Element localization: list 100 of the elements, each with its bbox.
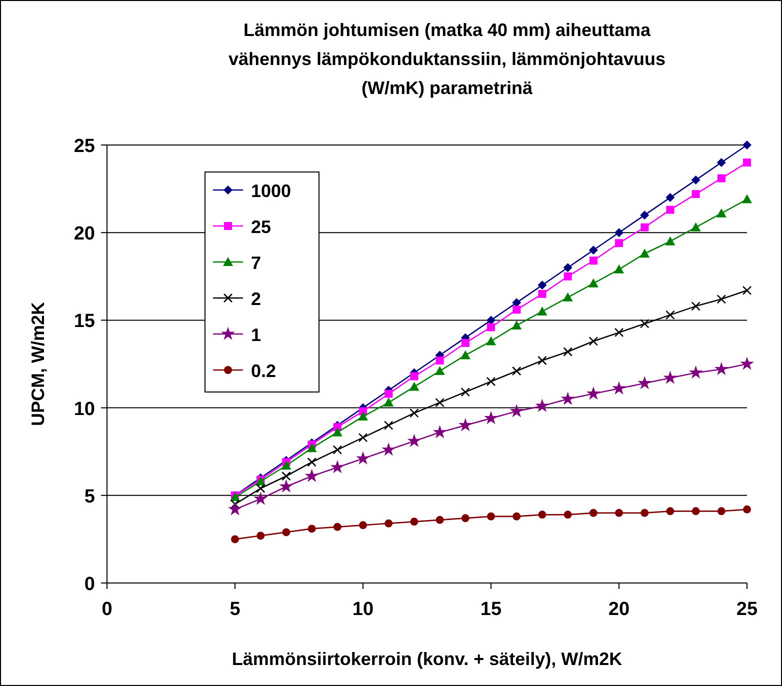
point xyxy=(279,479,294,493)
point xyxy=(358,412,368,421)
point xyxy=(614,264,624,274)
point xyxy=(510,404,524,418)
point xyxy=(487,323,495,332)
point xyxy=(666,310,675,320)
point xyxy=(564,510,572,519)
point xyxy=(461,338,470,347)
point xyxy=(410,408,419,418)
point xyxy=(538,280,547,290)
point xyxy=(743,158,751,167)
x-tick-label: 25 xyxy=(736,599,758,620)
point xyxy=(690,222,701,232)
point xyxy=(384,398,394,407)
y-tick-label: 0 xyxy=(84,574,95,595)
point xyxy=(359,521,367,530)
point xyxy=(332,427,342,436)
point xyxy=(588,246,598,255)
point xyxy=(538,290,546,298)
point xyxy=(538,510,546,519)
point xyxy=(588,278,598,288)
point xyxy=(384,390,393,398)
point xyxy=(614,328,624,338)
x-tick-label: 5 xyxy=(230,599,241,620)
point xyxy=(306,443,317,452)
point xyxy=(538,356,547,366)
point xyxy=(330,460,344,474)
point xyxy=(461,514,470,522)
point xyxy=(640,210,650,220)
point xyxy=(256,484,266,494)
legend-label: 1000 xyxy=(251,181,292,201)
y-axis-title: UPCM, W/m2K xyxy=(28,302,48,426)
point xyxy=(742,194,752,204)
point xyxy=(564,272,572,280)
point xyxy=(692,190,700,198)
y-tick-label: 15 xyxy=(74,311,96,332)
point xyxy=(743,505,751,514)
point xyxy=(382,442,396,456)
point xyxy=(231,535,239,544)
point xyxy=(688,365,703,379)
point xyxy=(435,398,444,408)
point xyxy=(512,306,521,314)
legend-label: 1 xyxy=(251,325,262,345)
point xyxy=(665,236,676,246)
point xyxy=(615,239,623,248)
chart-title: Lämmön johtumisen (matka 40 mm) aiheuttama vähennys lämpökonduktanssiin, lämmönjohtavuus (W/mK) parametrinä xyxy=(228,20,666,98)
point xyxy=(486,376,496,386)
point xyxy=(638,376,652,390)
point xyxy=(691,176,700,185)
point xyxy=(384,420,394,430)
point xyxy=(589,508,598,517)
point xyxy=(640,248,650,258)
y-tick-label: 20 xyxy=(74,224,95,245)
point xyxy=(714,362,728,376)
point xyxy=(716,158,726,168)
point xyxy=(740,356,754,370)
point xyxy=(614,228,624,238)
point xyxy=(691,302,700,311)
point xyxy=(666,193,675,202)
point xyxy=(612,381,626,394)
x-tick-label: 15 xyxy=(480,599,502,620)
legend-label: 25 xyxy=(251,217,272,237)
point xyxy=(615,508,623,517)
point xyxy=(716,208,726,218)
point xyxy=(384,519,393,528)
point xyxy=(640,223,649,232)
point xyxy=(358,432,368,442)
point xyxy=(640,319,650,328)
point xyxy=(512,320,522,330)
point xyxy=(434,366,445,376)
point xyxy=(407,434,422,448)
legend-label: 0.2 xyxy=(251,361,276,381)
point xyxy=(333,522,342,531)
point xyxy=(410,518,418,526)
point xyxy=(356,451,370,465)
point xyxy=(717,507,726,516)
point xyxy=(586,386,600,400)
point xyxy=(535,398,550,412)
x-tick-label: 0 xyxy=(102,599,112,620)
point xyxy=(486,336,496,346)
point xyxy=(332,445,342,454)
point xyxy=(666,507,674,516)
point xyxy=(562,292,573,302)
point xyxy=(432,425,447,438)
point xyxy=(512,366,522,376)
point xyxy=(484,411,498,424)
point xyxy=(409,382,420,391)
point xyxy=(692,507,700,516)
point xyxy=(308,524,316,533)
legend-label: 2 xyxy=(251,289,262,309)
point xyxy=(512,512,521,520)
point xyxy=(281,460,292,470)
point xyxy=(256,532,265,540)
x-tick-label: 20 xyxy=(608,599,630,620)
point xyxy=(663,370,678,384)
point xyxy=(716,294,726,304)
point xyxy=(560,392,575,405)
point xyxy=(460,350,470,360)
point xyxy=(410,372,418,380)
point xyxy=(588,336,598,346)
